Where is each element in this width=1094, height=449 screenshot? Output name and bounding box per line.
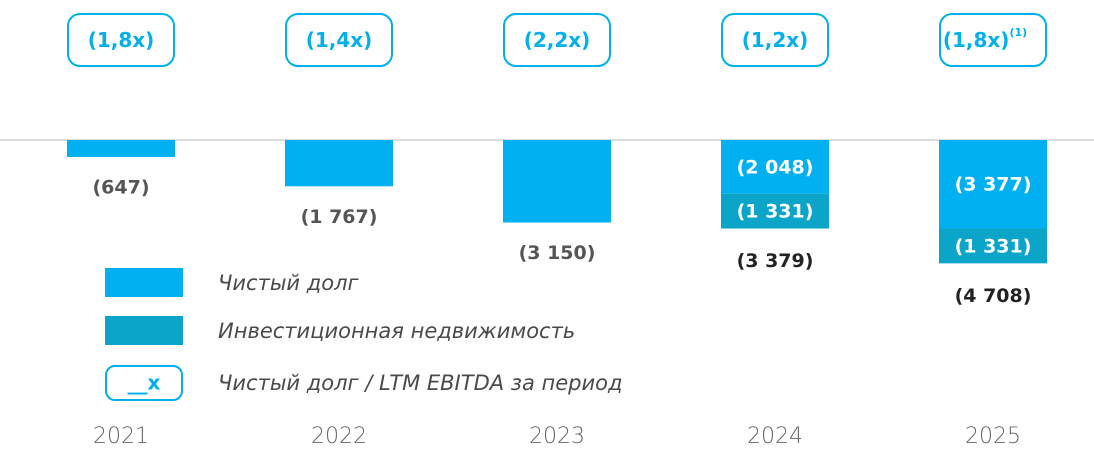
- ratio-box: [503, 13, 611, 67]
- value-label: (1 767): [301, 206, 378, 228]
- ratio-text: (1,8x): [943, 28, 1010, 52]
- bar: [285, 140, 393, 187]
- ratio-label: (1,4x): [306, 28, 373, 52]
- bar: [939, 140, 1047, 229]
- ratio-footnote: (1): [1009, 26, 1027, 39]
- legend-label: Инвестиционная недвижимость: [218, 319, 575, 343]
- legend-label: Чистый долг: [218, 271, 360, 295]
- value-label: (1 331): [737, 201, 814, 223]
- bar: [721, 193, 829, 229]
- x-tick-label: 2021: [93, 424, 149, 449]
- x-tick-label: 2022: [311, 424, 367, 449]
- value-label: (1 331): [955, 235, 1032, 257]
- value-label: (3 150): [519, 242, 596, 264]
- legend-ratio-sample: __x: [128, 371, 161, 395]
- ratio-box: [285, 13, 393, 67]
- total-label: (4 708): [955, 285, 1032, 307]
- ratio-text: (1,8x): [88, 28, 155, 52]
- ratio-text: (1,4x): [306, 28, 373, 52]
- bar: [67, 140, 175, 157]
- total-label: (3 379): [737, 250, 814, 272]
- ratio-text: (2,2x): [524, 28, 591, 52]
- value-label: (647): [92, 176, 149, 198]
- bar: [503, 140, 611, 223]
- ratio-label: (1,2x): [742, 28, 809, 52]
- ratio-box: [939, 13, 1047, 67]
- ratio-box: [67, 13, 175, 67]
- bar: [939, 228, 1047, 264]
- x-tick-label: 2023: [529, 424, 585, 449]
- x-tick-label: 2024: [747, 424, 803, 449]
- value-label: (3 377): [955, 174, 1032, 196]
- ratio-text: (1,2x): [742, 28, 809, 52]
- ratio-label: (2,2x): [524, 28, 591, 52]
- bar: [721, 140, 829, 194]
- ratio-box: [721, 13, 829, 67]
- legend-swatch: [105, 316, 183, 345]
- legend-ratio-box: [105, 365, 183, 401]
- x-tick-label: 2025: [965, 424, 1021, 449]
- legend-swatch: [105, 268, 183, 297]
- legend-label: Чистый долг / LTM EBITDA за период: [218, 371, 623, 395]
- ratio-label: (1,8x)(1): [943, 26, 1027, 52]
- ratio-label: (1,8x): [88, 28, 155, 52]
- value-label: (2 048): [737, 156, 814, 178]
